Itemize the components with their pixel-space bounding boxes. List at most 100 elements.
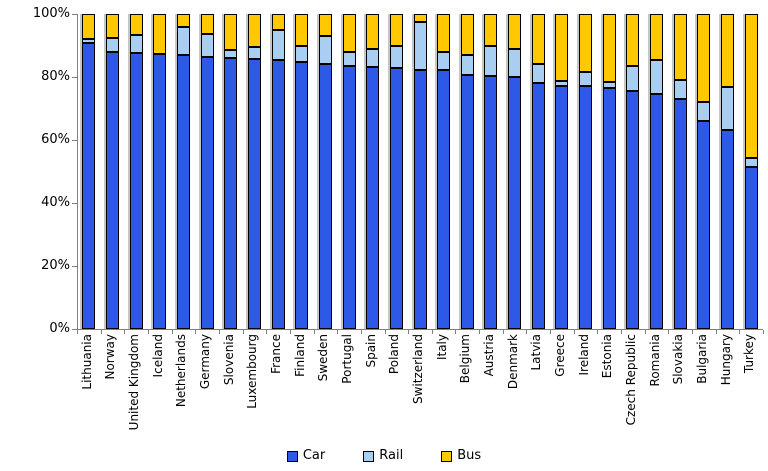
bar-united-kingdom <box>129 14 143 329</box>
x-tick <box>502 330 504 334</box>
segment-rail <box>579 72 593 87</box>
segment-bus <box>508 14 522 49</box>
x-label-portugal: Portugal <box>340 334 355 384</box>
segment-car <box>555 85 569 329</box>
x-label-iceland: Iceland <box>150 334 165 378</box>
x-tick <box>550 330 552 334</box>
segment-bus <box>626 14 640 66</box>
segment-bus <box>389 14 403 47</box>
segment-bus <box>342 14 356 52</box>
x-tick <box>266 330 268 334</box>
segment-car <box>224 58 238 329</box>
segment-bus <box>744 14 758 158</box>
segment-car <box>271 59 285 329</box>
segment-car <box>366 66 380 329</box>
y-tick <box>72 266 77 267</box>
segment-rail <box>626 66 640 92</box>
x-label-norway: Norway <box>103 334 118 380</box>
x-tick <box>289 330 291 334</box>
x-tick <box>526 330 528 334</box>
segment-bus <box>602 14 616 82</box>
x-label-france: France <box>269 334 284 374</box>
x-label-ireland: Ireland <box>576 334 591 376</box>
x-label-greece: Greece <box>552 334 567 377</box>
segment-car <box>721 130 735 329</box>
bar-slovakia <box>673 14 687 329</box>
bar-germany <box>200 14 214 329</box>
x-label-slovakia: Slovakia <box>671 334 686 385</box>
legend-item-rail: Rail <box>363 449 403 463</box>
segment-car <box>460 74 474 329</box>
bar-belgium <box>460 14 474 329</box>
segment-rail <box>105 37 119 53</box>
segment-rail <box>531 63 545 84</box>
x-tick <box>479 330 481 334</box>
x-tick <box>455 330 457 334</box>
segment-bus <box>82 14 96 40</box>
segment-rail <box>82 39 96 43</box>
x-tick <box>171 330 173 334</box>
segment-bus <box>224 14 238 51</box>
segment-bus <box>413 14 427 22</box>
legend: Car Rail Bus <box>0 447 768 465</box>
x-tick <box>337 330 339 334</box>
x-label-denmark: Denmark <box>505 334 520 390</box>
x-tick <box>360 330 362 334</box>
segment-rail <box>484 45 498 76</box>
x-label-switzerland: Switzerland <box>411 334 425 404</box>
segment-rail <box>650 59 664 95</box>
x-tick <box>124 330 126 334</box>
bar-portugal <box>342 14 356 329</box>
segment-car <box>295 62 309 329</box>
bar-iceland <box>153 14 167 329</box>
segment-rail <box>555 81 569 86</box>
bar-poland <box>389 14 403 329</box>
segment-rail <box>673 80 687 100</box>
x-tick <box>218 330 220 334</box>
x-tick <box>597 330 599 334</box>
segment-bus <box>650 14 664 60</box>
x-label-sweden: Sweden <box>316 334 331 382</box>
segment-car <box>650 94 664 329</box>
bar-latvia <box>531 14 545 329</box>
y-tick-label: 0% <box>49 321 70 336</box>
bar-norway <box>105 14 119 329</box>
segment-car <box>200 56 214 329</box>
segment-rail <box>508 48 522 77</box>
bar-finland <box>295 14 309 329</box>
bar-lithuania <box>82 14 96 329</box>
segment-rail <box>247 47 261 60</box>
rail-swatch-icon <box>363 450 375 462</box>
y-tick-label: 60% <box>41 132 70 147</box>
bar-estonia <box>602 14 616 329</box>
segment-car <box>247 59 261 329</box>
segment-car <box>673 99 687 329</box>
segment-bus <box>579 14 593 73</box>
bar-sweden <box>318 14 332 329</box>
bar-italy <box>437 14 451 329</box>
y-tick <box>72 77 77 78</box>
segment-car <box>129 53 143 329</box>
segment-bus <box>531 14 545 64</box>
x-tick <box>668 330 670 334</box>
segment-bus <box>721 14 735 88</box>
segment-car <box>342 66 356 329</box>
legend-item-bus: Bus <box>441 449 481 463</box>
x-tick <box>384 330 386 334</box>
bar-ireland <box>579 14 593 329</box>
legend-label-car: Car <box>302 448 326 463</box>
x-tick <box>77 330 78 334</box>
segment-car <box>82 42 96 329</box>
x-label-czech-republic: Czech Republic <box>623 334 638 426</box>
segment-rail <box>697 101 711 122</box>
bar-france <box>271 14 285 329</box>
segment-bus <box>673 14 687 81</box>
legend-label-rail: Rail <box>379 448 404 463</box>
segment-bus <box>555 14 569 82</box>
segment-rail <box>129 34 143 54</box>
segment-bus <box>484 14 498 46</box>
segment-bus <box>105 14 119 38</box>
segment-rail <box>437 52 451 71</box>
segment-rail <box>366 48 380 67</box>
bar-czech-republic <box>626 14 640 329</box>
